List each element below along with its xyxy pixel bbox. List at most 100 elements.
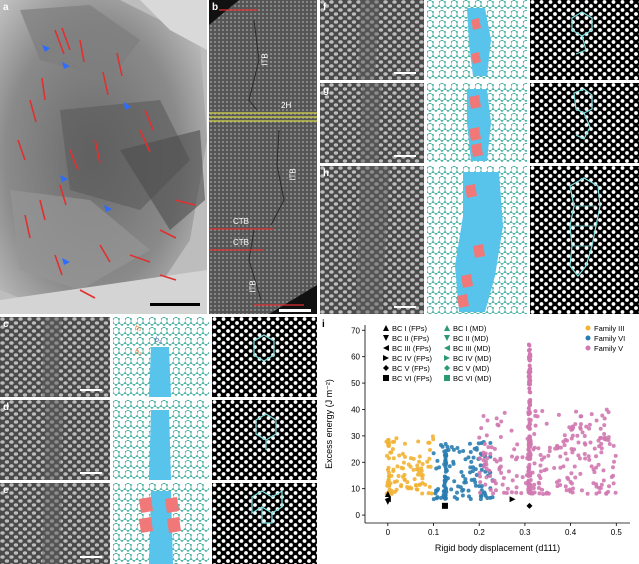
data-point <box>585 491 590 496</box>
data-point <box>499 470 504 475</box>
legend-md-label: BC III (MD) <box>453 344 491 353</box>
data-point <box>455 490 460 495</box>
data-point <box>395 464 400 469</box>
data-point <box>558 465 563 470</box>
data-point <box>420 461 425 466</box>
data-point <box>501 475 506 480</box>
data-point <box>528 357 533 362</box>
data-point <box>571 425 576 430</box>
panel-f-sim-svg <box>530 0 639 80</box>
data-point <box>602 423 607 428</box>
data-point <box>461 449 466 454</box>
data-point <box>490 479 495 484</box>
legend-md-label: BC V (MD) <box>453 364 490 373</box>
panel-a-micrograph: a <box>0 0 207 314</box>
data-point <box>489 445 494 450</box>
data-point <box>459 469 464 474</box>
data-point <box>485 456 490 461</box>
data-point <box>528 477 533 482</box>
panel-label-b: b <box>212 2 219 13</box>
data-point <box>532 431 537 436</box>
data-point <box>442 449 447 454</box>
data-point <box>385 453 390 458</box>
panel-h-svg <box>320 166 424 314</box>
data-point <box>587 422 592 427</box>
scale-bar <box>150 303 200 306</box>
data-point <box>417 459 422 464</box>
data-point <box>540 409 545 414</box>
data-point <box>434 488 439 493</box>
legend-fp-label: BC VI (FPs) <box>392 374 433 383</box>
data-point <box>438 495 443 500</box>
data-point <box>538 452 543 457</box>
data-point <box>443 442 448 447</box>
data-point <box>506 469 511 474</box>
data-point <box>569 471 574 476</box>
fp-marker <box>384 490 391 497</box>
data-point <box>420 481 425 486</box>
panel-f-sim <box>530 0 639 80</box>
data-point <box>519 491 524 496</box>
data-point <box>607 484 612 489</box>
data-point <box>573 475 578 480</box>
data-point <box>504 490 509 495</box>
panel-c-stem: c <box>0 317 110 397</box>
data-point <box>602 431 607 436</box>
legend-md-label: BC II (MD) <box>453 334 489 343</box>
data-point <box>533 423 538 428</box>
data-point <box>420 476 425 481</box>
data-point <box>389 491 394 496</box>
data-point <box>539 457 544 462</box>
data-point <box>431 451 436 456</box>
data-point <box>467 494 472 499</box>
data-point <box>443 462 448 467</box>
data-point <box>478 490 483 495</box>
data-point <box>417 482 422 487</box>
data-point <box>414 483 419 488</box>
data-point <box>479 484 484 489</box>
data-point <box>481 458 486 463</box>
panel-label-f: f <box>323 2 327 13</box>
y-tick-label: 50 <box>351 379 360 388</box>
data-point <box>533 413 538 418</box>
data-point <box>570 450 575 455</box>
y-tick-label: 10 <box>351 485 360 494</box>
legend-fp-marker <box>383 335 389 341</box>
data-point <box>577 456 582 461</box>
data-point <box>386 437 391 442</box>
data-point <box>531 447 536 452</box>
data-point <box>399 465 404 470</box>
data-point <box>601 478 606 483</box>
fp-marker <box>441 502 448 509</box>
data-point <box>482 491 487 496</box>
data-point <box>589 412 594 417</box>
data-point <box>416 467 421 472</box>
panel-e-sim-svg <box>212 483 317 564</box>
data-point <box>563 484 568 489</box>
data-point <box>431 497 436 502</box>
data-point <box>469 477 474 482</box>
data-point <box>426 464 431 469</box>
legend-fp-label: BC II (FPs) <box>392 334 430 343</box>
x-tick-label: 0.2 <box>474 528 486 537</box>
panel-g-svg <box>320 83 424 163</box>
data-point <box>447 464 452 469</box>
data-point <box>446 447 451 452</box>
data-point <box>400 451 405 456</box>
legend-md-marker <box>444 365 450 371</box>
data-point <box>426 491 431 496</box>
data-point <box>427 447 432 452</box>
data-point <box>474 472 479 477</box>
data-point <box>460 493 465 498</box>
panel-f-schematic <box>427 0 527 80</box>
data-point <box>533 409 538 414</box>
data-point <box>613 490 618 495</box>
panel-f-stem: f <box>320 0 424 80</box>
data-point <box>478 497 483 502</box>
legend-md-label: BC IV (MD) <box>453 354 492 363</box>
data-point <box>468 465 473 470</box>
data-point <box>531 486 536 491</box>
data-point <box>484 466 489 471</box>
data-point <box>443 496 448 501</box>
data-point <box>399 483 404 488</box>
